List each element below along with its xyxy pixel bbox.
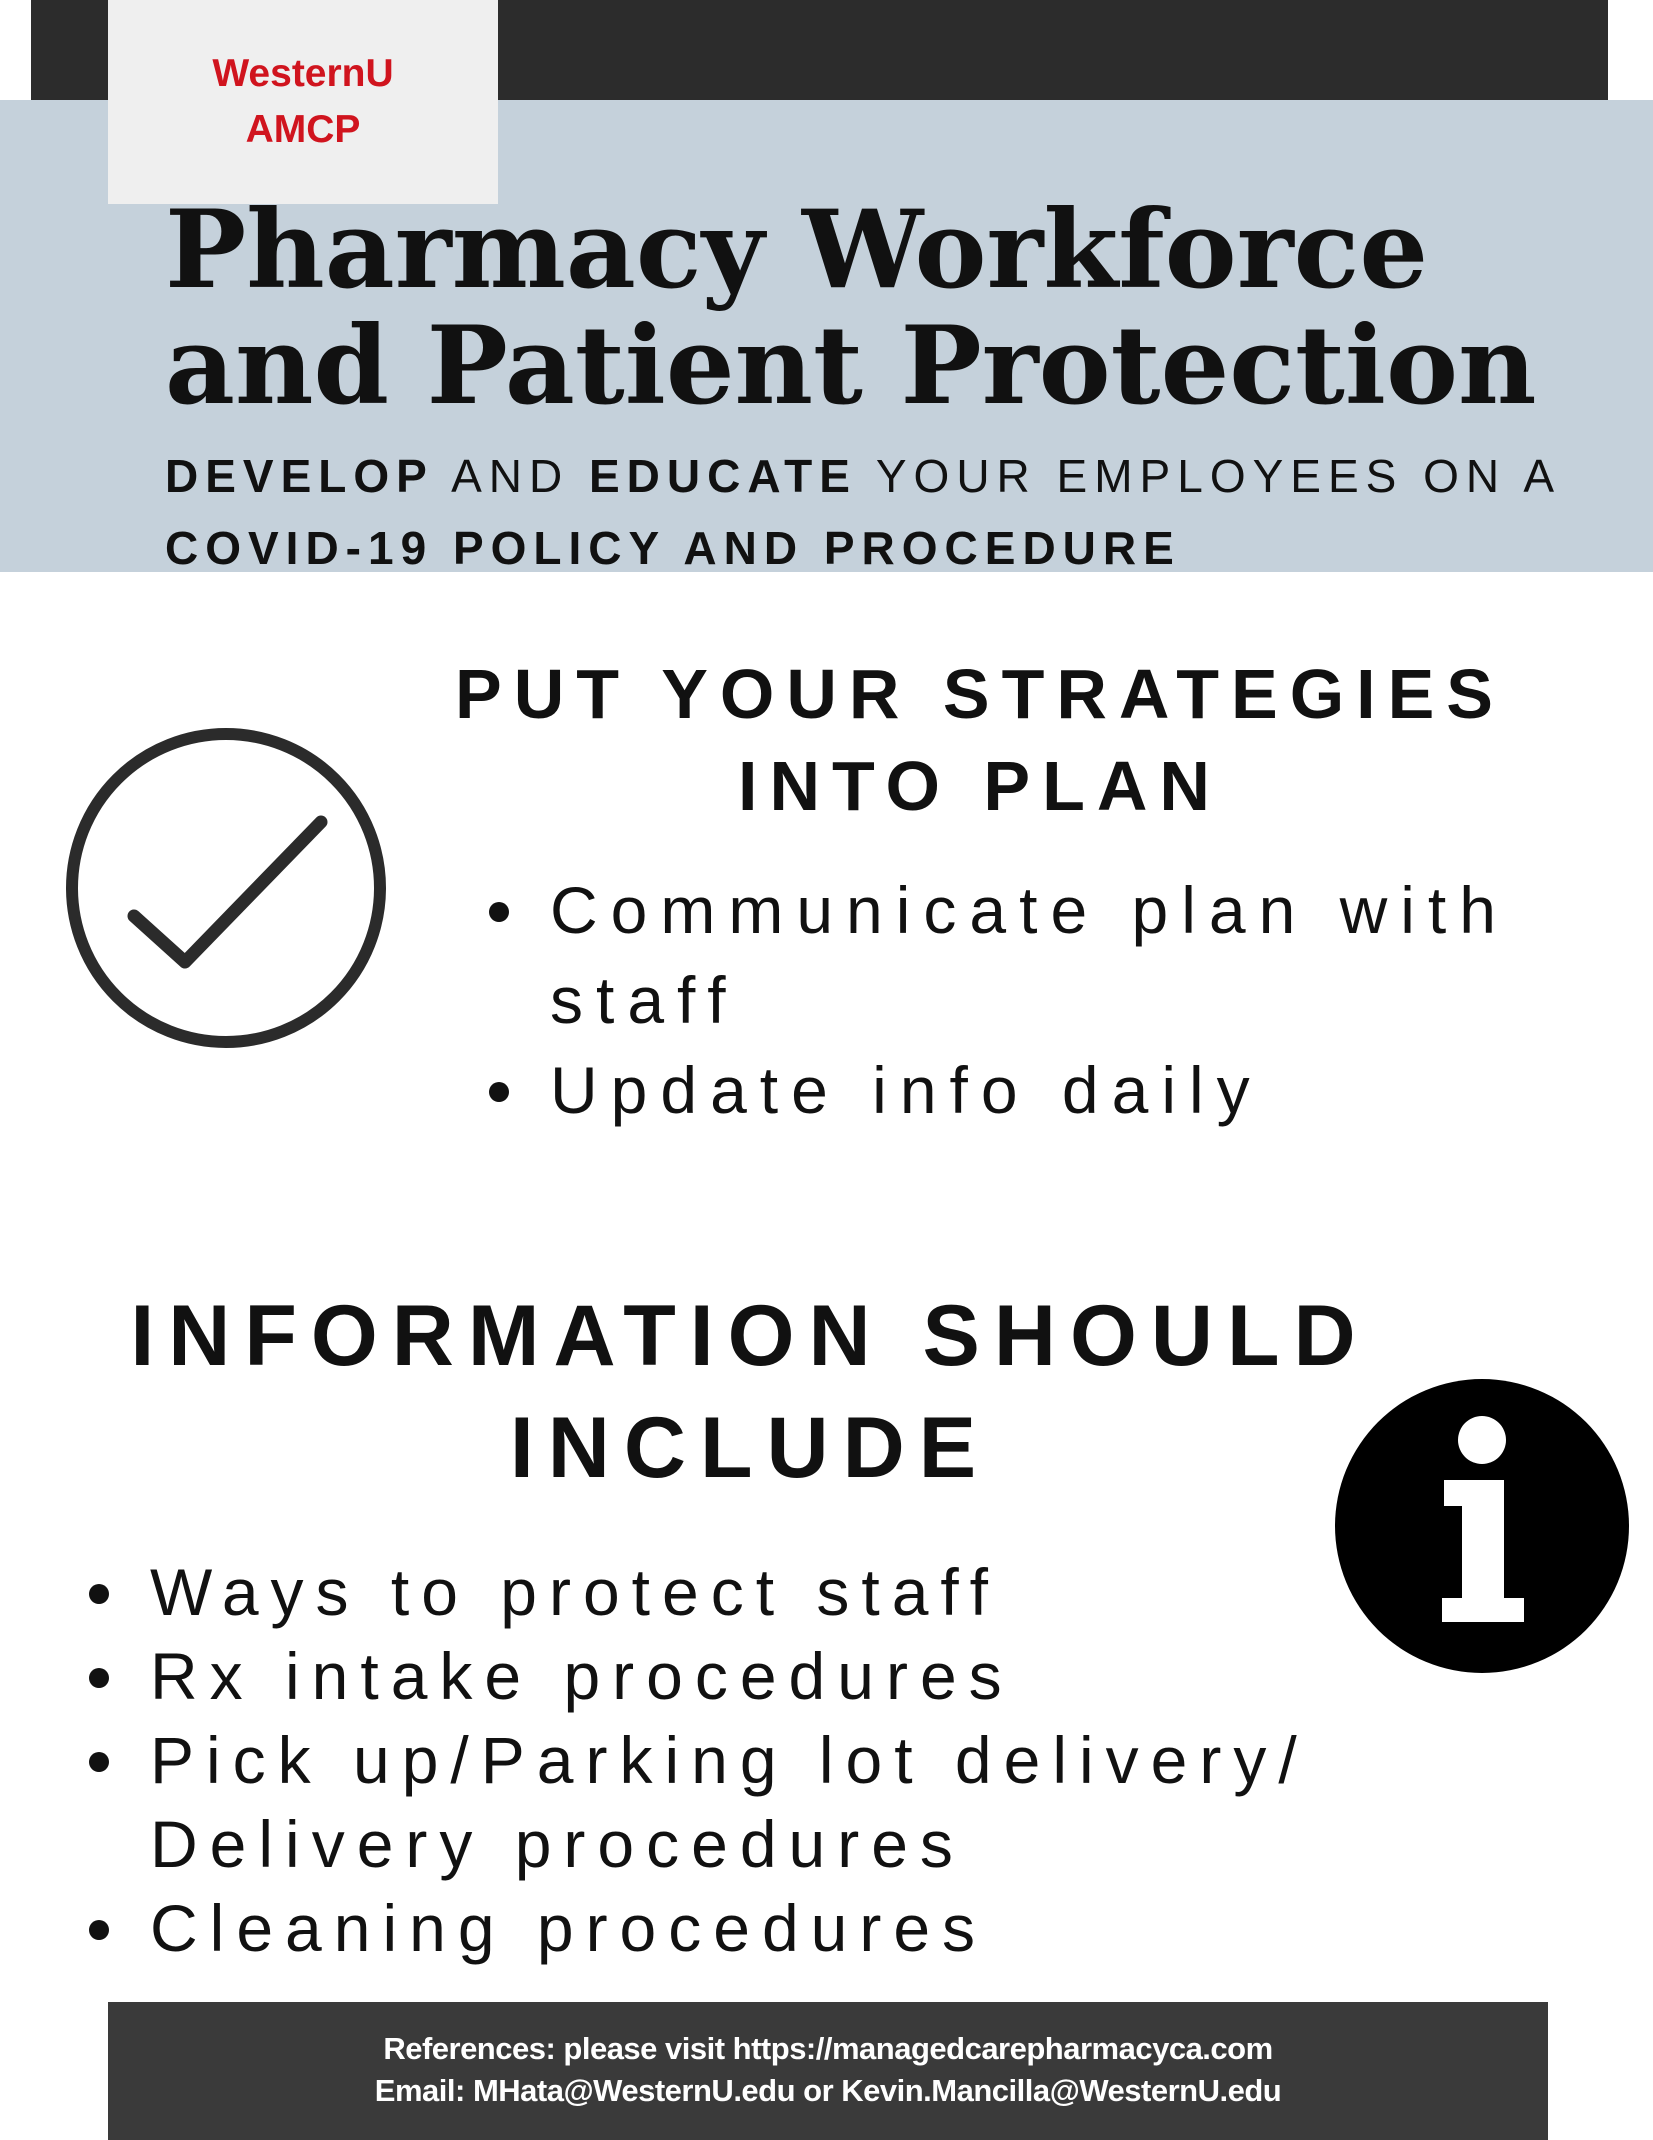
- subtitle-line-2: COVID-19 POLICY AND PROCEDURE: [165, 522, 1181, 574]
- strategies-heading-line-2: INTO PLAN: [738, 747, 1222, 825]
- logo-line-2: AMCP: [245, 108, 361, 151]
- footer-email: Email: MHata@WesternU.edu or Kevin.Manci…: [374, 2073, 1282, 2108]
- footer-references: References: please visit https://managed…: [383, 2031, 1273, 2066]
- checkmark-circle-icon: [66, 728, 386, 1048]
- information-heading-line-2: INCLUDE: [509, 1400, 991, 1496]
- list-item: Cleaning procedures: [89, 1886, 1480, 1970]
- list-item: Communicate plan with staff: [489, 865, 1600, 1045]
- page-subtitle: DEVELOP AND EDUCATE YOUR EMPLOYEES ON A …: [165, 440, 1635, 584]
- information-list: Ways to protect staff Rx intake procedur…: [89, 1550, 1480, 1970]
- strategies-heading-line-1: PUT YOUR STRATEGIES: [455, 655, 1505, 733]
- subtitle-educate: EDUCATE: [588, 450, 857, 502]
- list-item: Ways to protect staff: [89, 1550, 1480, 1634]
- page-title: Pharmacy Workforce and Patient Protectio…: [165, 192, 1625, 424]
- subtitle-rest: YOUR EMPLOYEES ON A: [875, 450, 1562, 502]
- list-item: Rx intake procedures: [89, 1634, 1480, 1718]
- logo-line-1: WesternU: [212, 52, 394, 95]
- list-item: Update info daily: [489, 1045, 1600, 1135]
- title-line-1: Pharmacy Workforce: [165, 187, 1429, 313]
- info-icon: [1335, 1379, 1629, 1673]
- logo: WesternU AMCP: [108, 0, 498, 204]
- subtitle-and: AND: [451, 450, 570, 502]
- subtitle-develop: DEVELOP: [165, 450, 434, 502]
- strategies-heading: PUT YOUR STRATEGIES INTO PLAN: [400, 648, 1560, 832]
- information-heading-line-1: INFORMATION SHOULD: [130, 1288, 1370, 1384]
- information-heading: INFORMATION SHOULD INCLUDE: [40, 1280, 1460, 1504]
- list-item: Pick up/Parking lot delivery/ Delivery p…: [89, 1718, 1480, 1886]
- title-line-2: and Patient Protection: [165, 303, 1537, 429]
- strategies-list: Communicate plan with staff Update info …: [489, 865, 1600, 1135]
- footer: References: please visit https://managed…: [108, 2002, 1548, 2140]
